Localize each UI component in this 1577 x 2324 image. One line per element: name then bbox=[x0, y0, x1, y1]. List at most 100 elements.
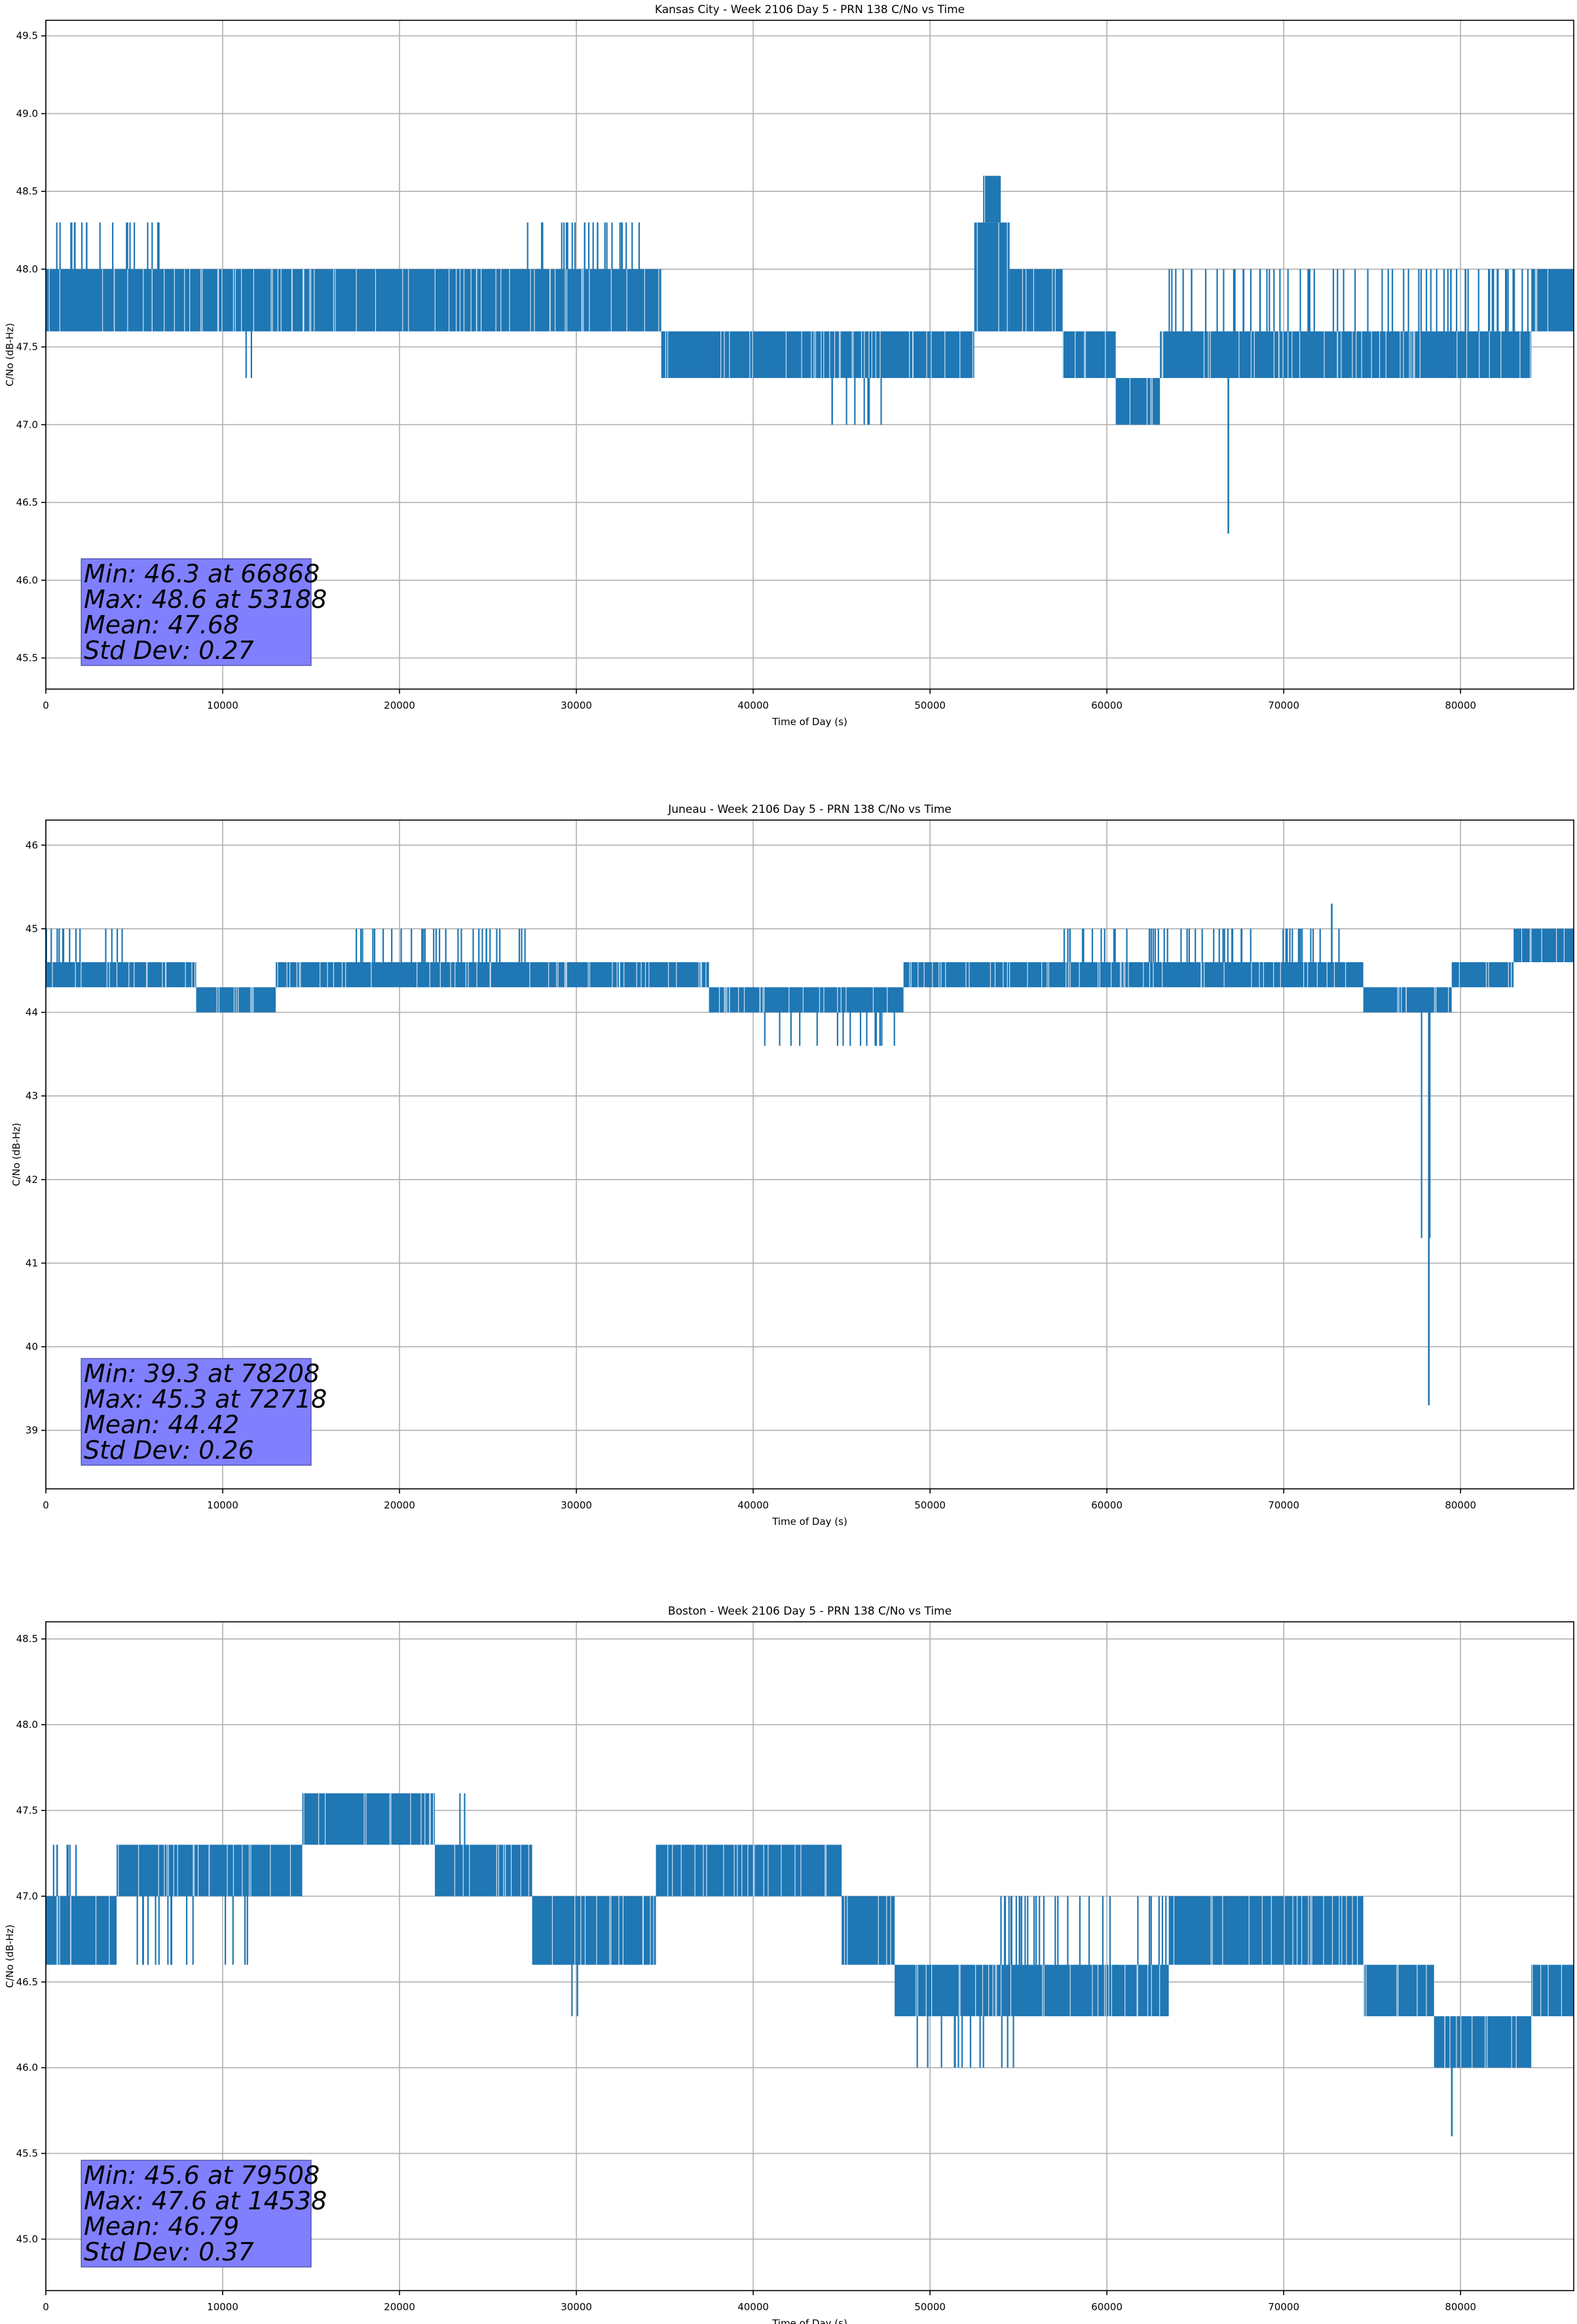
x-tick-label: 60000 bbox=[1091, 2301, 1122, 2313]
signal-band bbox=[532, 1896, 656, 1965]
signal-band bbox=[1168, 1896, 1364, 1965]
stats-line: Mean: 47.68 bbox=[84, 610, 239, 639]
x-axis-label: Time of Day (s) bbox=[771, 2317, 847, 2324]
signal-band bbox=[895, 1964, 1169, 2017]
y-tick-label: 43 bbox=[26, 1090, 38, 1102]
y-tick-label: 42 bbox=[26, 1174, 38, 1186]
y-tick-label: 45.5 bbox=[16, 652, 38, 664]
x-tick-label: 10000 bbox=[207, 1499, 238, 1511]
stats-line: Min: 39.3 at 78208 bbox=[84, 1359, 320, 1388]
y-axis-label: C/No (dB-Hz) bbox=[10, 1123, 22, 1186]
y-tick-label: 48.0 bbox=[16, 1719, 38, 1731]
x-tick-label: 10000 bbox=[207, 700, 238, 711]
signal-band bbox=[974, 222, 1010, 331]
stats-box bbox=[81, 1358, 312, 1466]
chart-title: Juneau - Week 2106 Day 5 - PRN 138 C/No … bbox=[667, 803, 952, 816]
signal-band bbox=[656, 1845, 842, 1896]
y-tick-label: 39 bbox=[26, 1425, 38, 1436]
y-tick-label: 48.5 bbox=[16, 1633, 38, 1645]
signal-band bbox=[661, 331, 974, 379]
signal-band bbox=[1115, 378, 1160, 425]
x-tick-label: 60000 bbox=[1091, 1499, 1122, 1511]
x-tick-label: 50000 bbox=[914, 700, 946, 711]
x-tick-label: 0 bbox=[43, 700, 49, 711]
y-tick-label: 45 bbox=[26, 923, 38, 935]
y-tick-label: 46 bbox=[26, 839, 38, 851]
chart-title: Kansas City - Week 2106 Day 5 - PRN 138 … bbox=[655, 3, 965, 16]
stats-line: Min: 45.6 at 79508 bbox=[84, 2161, 320, 2190]
signal-band bbox=[1451, 962, 1514, 988]
stats-line: Std Dev: 0.27 bbox=[84, 636, 254, 665]
signal-band bbox=[46, 1896, 117, 1965]
x-tick-label: 40000 bbox=[737, 1499, 769, 1511]
y-tick-label: 49.0 bbox=[16, 107, 38, 119]
x-tick-label: 0 bbox=[43, 1499, 49, 1511]
stats-line: Max: 48.6 at 53188 bbox=[84, 585, 327, 614]
x-tick-label: 80000 bbox=[1445, 700, 1476, 711]
signal-band bbox=[46, 962, 196, 988]
y-tick-label: 46.0 bbox=[16, 2062, 38, 2074]
x-tick-label: 80000 bbox=[1445, 1499, 1476, 1511]
y-tick-label: 45.5 bbox=[16, 2148, 38, 2160]
signal-band bbox=[435, 1845, 532, 1896]
signal-band bbox=[1363, 1964, 1434, 2017]
x-tick-label: 20000 bbox=[384, 700, 415, 711]
x-tick-label: 40000 bbox=[737, 700, 769, 711]
y-tick-label: 41 bbox=[26, 1257, 38, 1269]
chart-panel-1: 0 10000 20000 30000 40000 50000 60000 70000 8000… bbox=[10, 803, 1574, 1527]
signal-band bbox=[1009, 269, 1063, 331]
stats-line: Min: 46.3 at 66868 bbox=[84, 559, 320, 588]
y-tick-label: 47.5 bbox=[16, 1805, 38, 1816]
stats-line: Max: 47.6 at 14538 bbox=[84, 2186, 327, 2215]
x-tick-label: 50000 bbox=[914, 2301, 946, 2313]
x-tick-label: 70000 bbox=[1268, 700, 1299, 711]
x-tick-label: 70000 bbox=[1268, 2301, 1299, 2313]
y-axis-label: C/No (dB-Hz) bbox=[4, 1924, 16, 1988]
stats-line: Mean: 46.79 bbox=[84, 2212, 239, 2241]
y-tick-label: 46.0 bbox=[16, 574, 38, 586]
y-tick-label: 46.5 bbox=[16, 497, 38, 508]
stats-box bbox=[81, 2160, 312, 2268]
stats-line: Std Dev: 0.37 bbox=[84, 2238, 254, 2266]
y-tick-label: 48.5 bbox=[16, 185, 38, 197]
x-tick-label: 20000 bbox=[384, 2301, 415, 2313]
signal-band bbox=[1363, 987, 1452, 1013]
signal-band bbox=[1062, 331, 1116, 379]
y-tick-label: 40 bbox=[26, 1341, 38, 1353]
x-tick-label: 60000 bbox=[1091, 700, 1122, 711]
y-tick-label: 44 bbox=[26, 1007, 38, 1019]
y-tick-label: 48.0 bbox=[16, 263, 38, 275]
y-tick-label: 46.5 bbox=[16, 1976, 38, 1988]
x-tick-label: 80000 bbox=[1445, 2301, 1476, 2313]
x-tick-label: 40000 bbox=[737, 2301, 769, 2313]
signal-band bbox=[1531, 269, 1574, 331]
chart-title: Boston - Week 2106 Day 5 - PRN 138 C/No … bbox=[668, 1605, 952, 1618]
x-axis-label: Time of Day (s) bbox=[771, 716, 847, 728]
plot-frame bbox=[45, 819, 1574, 1490]
plot-frame bbox=[45, 1621, 1574, 2291]
signal-band bbox=[1160, 331, 1532, 379]
signal-band bbox=[1513, 928, 1574, 962]
stats-line: Mean: 44.42 bbox=[84, 1410, 239, 1439]
y-tick-label: 49.5 bbox=[16, 30, 38, 42]
signal-band bbox=[709, 987, 904, 1013]
signal-band bbox=[276, 962, 709, 988]
y-tick-label: 47.0 bbox=[16, 1890, 38, 1902]
x-tick-label: 30000 bbox=[561, 700, 592, 711]
y-tick-label: 47.0 bbox=[16, 419, 38, 430]
x-tick-label: 10000 bbox=[207, 2301, 238, 2313]
x-tick-label: 30000 bbox=[561, 2301, 592, 2313]
signal-band bbox=[46, 269, 661, 331]
stats-line: Max: 45.3 at 72718 bbox=[84, 1385, 327, 1414]
y-axis-label: C/No (dB-Hz) bbox=[4, 323, 16, 386]
x-tick-label: 20000 bbox=[384, 1499, 415, 1511]
stats-line: Std Dev: 0.26 bbox=[84, 1436, 254, 1465]
signal-band bbox=[842, 1896, 895, 1965]
x-tick-label: 70000 bbox=[1268, 1499, 1299, 1511]
signal-band bbox=[302, 1793, 436, 1845]
signal-band bbox=[903, 962, 1364, 988]
x-tick-label: 0 bbox=[43, 2301, 49, 2313]
y-tick-label: 45.0 bbox=[16, 2233, 38, 2245]
x-tick-label: 30000 bbox=[561, 1499, 592, 1511]
